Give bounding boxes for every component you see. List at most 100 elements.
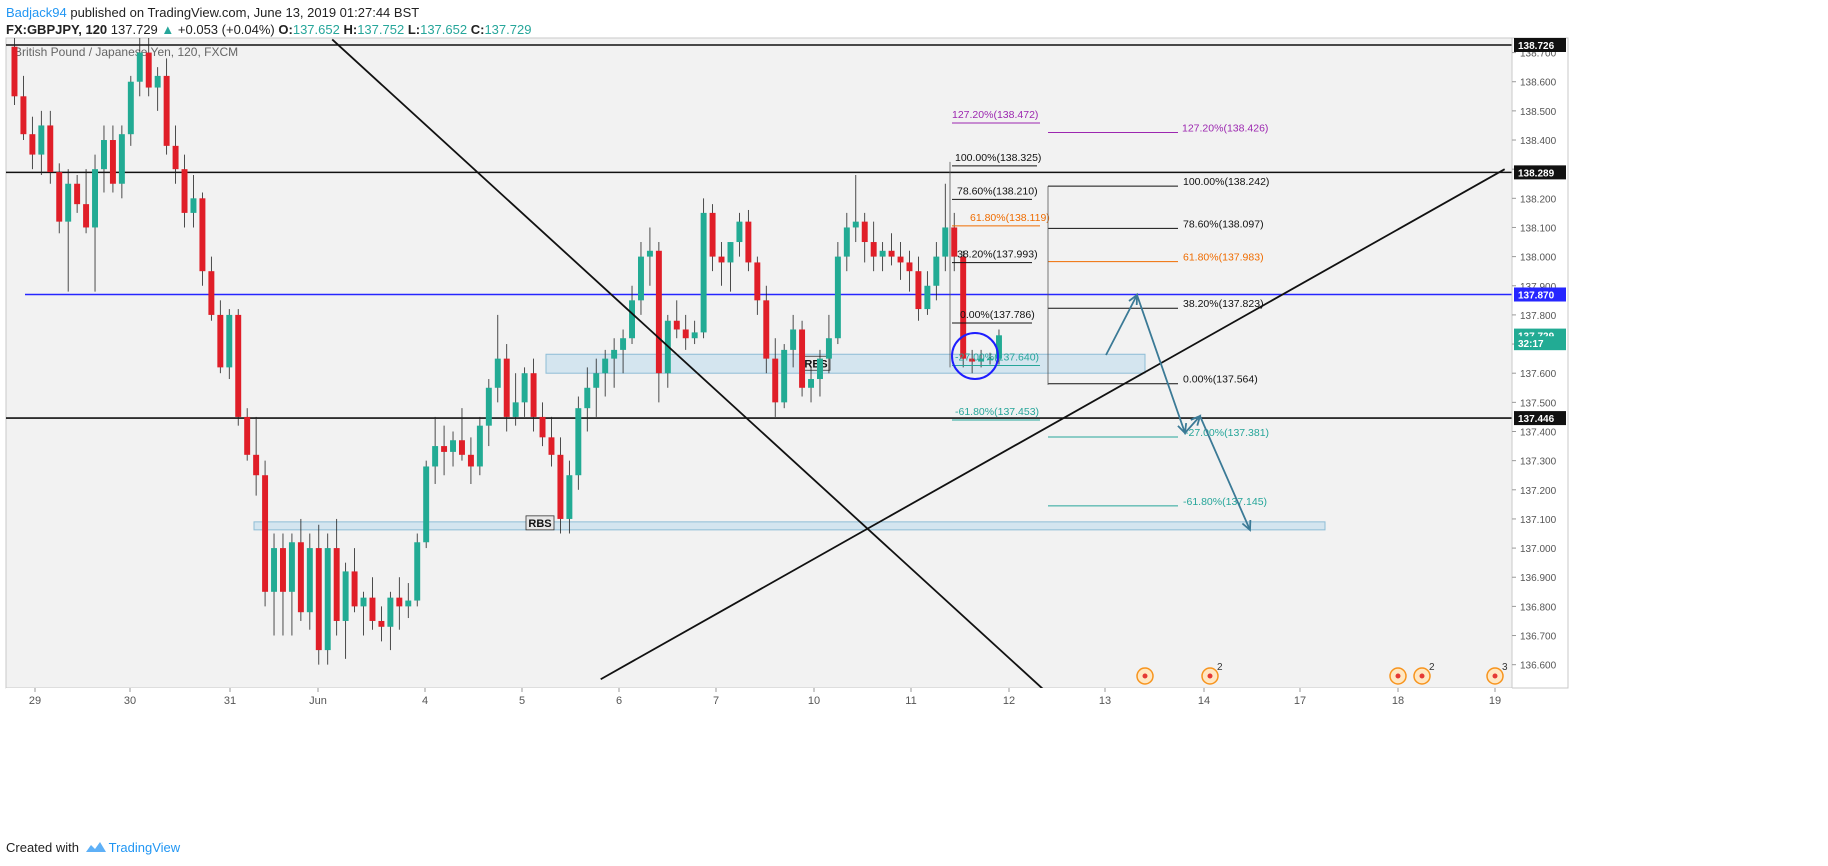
y-tick-label: 137.400 bbox=[1520, 427, 1557, 438]
price-badge bbox=[1514, 165, 1566, 180]
y-tick-label: 136.800 bbox=[1520, 602, 1557, 613]
up-arrow-icon: ▲ bbox=[161, 22, 175, 37]
y-tick-label: 138.400 bbox=[1520, 136, 1557, 147]
price-badge bbox=[1514, 336, 1566, 351]
x-tick-label: 4 bbox=[422, 695, 428, 707]
candle-body bbox=[476, 425, 483, 467]
candle-body bbox=[763, 300, 770, 359]
candle-body bbox=[879, 250, 886, 257]
y-tick-label: 138.200 bbox=[1520, 194, 1557, 205]
publisher-name[interactable]: Badjack94 bbox=[6, 5, 67, 20]
arrow-head bbox=[1177, 422, 1188, 435]
x-tick-label: 19 bbox=[1489, 695, 1501, 707]
candle-body bbox=[745, 221, 752, 263]
candle-body bbox=[772, 358, 779, 403]
event-marker-dot bbox=[1142, 673, 1148, 679]
fib-label: -27.00%(137.381) bbox=[1185, 427, 1269, 439]
candle-body bbox=[602, 358, 609, 374]
high-value: 137.752 bbox=[357, 22, 405, 37]
candle-body bbox=[593, 373, 600, 388]
y-tick-label: 137.200 bbox=[1520, 486, 1557, 497]
candle-body bbox=[29, 134, 36, 155]
close-label: C: bbox=[470, 22, 485, 37]
x-tick-label: 5 bbox=[519, 695, 525, 707]
candle-body bbox=[700, 212, 707, 333]
y-tick-label: 137.300 bbox=[1520, 457, 1557, 468]
tradingview-logo-icon bbox=[85, 842, 106, 852]
tradingview-link[interactable]: TradingView bbox=[108, 840, 181, 855]
candle-body bbox=[235, 314, 242, 417]
candle-body bbox=[38, 125, 45, 155]
candle-body bbox=[530, 373, 537, 417]
candle-body bbox=[360, 597, 367, 607]
candle-body bbox=[996, 335, 1002, 359]
price-badge bbox=[1514, 411, 1566, 426]
y-tick-label: 137.800 bbox=[1520, 311, 1557, 322]
candle-body bbox=[790, 329, 797, 350]
candle-body bbox=[852, 221, 859, 228]
price-badge-label: 138.289 bbox=[1518, 168, 1555, 179]
fib-label: 38.20%(137.823) bbox=[1183, 298, 1264, 310]
arrow-head bbox=[1128, 293, 1138, 306]
candle-body bbox=[888, 250, 895, 257]
candle-body bbox=[691, 332, 698, 339]
candle-body bbox=[897, 256, 904, 263]
fib-label: 61.80%(137.983) bbox=[1183, 252, 1264, 264]
candle-body bbox=[736, 221, 743, 243]
candle-body bbox=[673, 320, 680, 330]
candle-body bbox=[56, 172, 63, 222]
price-badge-label: 32:17 bbox=[1518, 339, 1544, 350]
candle-body bbox=[127, 81, 134, 135]
candle-body bbox=[163, 75, 170, 146]
fib-label: 100.00%(138.325) bbox=[955, 152, 1041, 164]
price-badge bbox=[1514, 37, 1566, 52]
candle-body bbox=[423, 466, 430, 543]
arrow-head bbox=[1241, 519, 1252, 532]
y-tick-label: 137.500 bbox=[1520, 398, 1557, 409]
x-tick-label: 10 bbox=[808, 695, 820, 707]
created-with-text: Created with bbox=[6, 840, 79, 855]
zone-rect bbox=[545, 353, 1146, 374]
fib-label: -61.80%(137.453) bbox=[955, 406, 1039, 418]
price-badge-label: 137.870 bbox=[1518, 291, 1555, 302]
candle-body bbox=[817, 358, 823, 380]
candle-body bbox=[172, 145, 179, 170]
candle-body bbox=[942, 227, 949, 257]
candle-body bbox=[405, 600, 412, 607]
candle-body bbox=[101, 140, 107, 170]
candle-body bbox=[843, 227, 850, 257]
candle-body bbox=[503, 358, 510, 417]
price-change: +0.053 (+0.04%) bbox=[177, 22, 275, 37]
candle-body bbox=[987, 358, 993, 361]
footer: Created with TradingView bbox=[6, 840, 180, 855]
candle-body bbox=[441, 446, 448, 452]
candle-body bbox=[557, 454, 564, 519]
candle-body bbox=[83, 204, 90, 228]
y-tick-label: 138.600 bbox=[1520, 78, 1557, 89]
candle-body bbox=[271, 548, 277, 592]
price-axis bbox=[1511, 37, 1569, 689]
candle-body bbox=[906, 262, 913, 272]
candle-body bbox=[951, 227, 958, 257]
candle-body bbox=[181, 169, 188, 213]
time-axis bbox=[6, 688, 1512, 712]
trendline bbox=[331, 38, 1049, 695]
candle-body bbox=[539, 416, 546, 438]
candle-body bbox=[781, 349, 788, 403]
candle-body bbox=[584, 387, 591, 409]
y-tick-label: 138.100 bbox=[1520, 223, 1557, 234]
x-tick-label: 30 bbox=[124, 695, 136, 707]
candle-body bbox=[145, 52, 152, 88]
price-badge-label: 137.446 bbox=[1518, 414, 1555, 425]
trendline bbox=[600, 168, 1506, 681]
y-tick-label: 136.600 bbox=[1520, 661, 1557, 672]
chart-title: British Pound / Japanese Yen, 120, FXCM bbox=[14, 45, 238, 59]
price-badge bbox=[1514, 287, 1566, 302]
fib-label: 61.80%(138.119) bbox=[970, 212, 1050, 224]
zone-label: RBS bbox=[528, 518, 551, 530]
candle-body bbox=[253, 454, 260, 476]
candle-body bbox=[65, 183, 72, 222]
candle-body bbox=[718, 256, 725, 263]
